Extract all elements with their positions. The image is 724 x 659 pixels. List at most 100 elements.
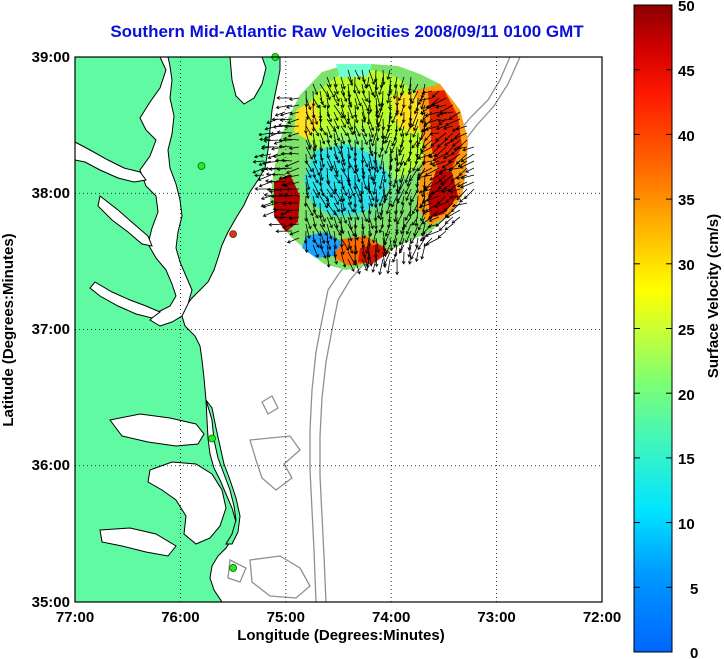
current-vector-arrow [289,111,300,116]
current-vector-arrow [436,125,447,131]
current-vector-arrow [274,111,286,117]
current-vector-arrow [449,195,461,199]
current-vector-arrow [372,181,377,196]
current-vector-arrow [352,76,357,94]
current-vector-arrow [456,188,468,201]
current-vector-arrow [378,146,384,158]
current-vector-arrow [403,153,412,166]
map-title: Southern Mid-Atlantic Raw Velocities 200… [110,22,584,41]
current-vector-arrow [437,139,447,148]
current-vector-arrow [347,181,356,197]
current-vector-arrow [287,132,300,138]
current-vector-arrow [411,202,419,215]
current-vector-arrow [278,174,293,180]
current-vector-arrow [401,251,406,265]
current-vector-arrow [347,153,352,170]
current-vector-arrow [371,132,377,147]
current-vector-arrow [354,167,361,183]
current-vector-arrow [439,174,454,185]
colorbar-tick: 25 [678,322,695,339]
current-vector-arrow [305,202,314,217]
current-vector-arrow [319,153,325,168]
current-vector-arrow [451,202,468,208]
current-vector-arrow [455,125,468,131]
current-vector-arrow [397,160,405,172]
x-axis-ticks: 77:00 76:00 75:00 74:00 73:00 72:00 [56,609,621,626]
current-vector-arrow [368,195,374,208]
current-vector-arrow [340,237,349,251]
current-vector-arrow [377,111,384,128]
current-vector-arrow [333,111,339,122]
current-vector-arrow [285,208,300,213]
current-vector-arrow [326,160,333,172]
neuse-river [99,527,177,557]
current-vector-arrow [423,118,440,126]
current-vector-arrow [452,125,461,132]
current-vector-arrow [333,139,342,155]
current-vector-arrow [263,193,279,197]
current-vector-arrow [305,167,312,179]
current-vector-arrow [305,174,311,191]
current-vector-arrow [453,146,468,151]
current-vector-arrow [311,118,316,132]
current-vector-arrow [428,216,440,222]
current-vector-arrow [326,111,332,123]
current-vector-arrow [278,144,293,149]
current-vector-arrow [392,251,398,263]
current-vector-arrow [305,216,312,230]
current-vector-arrow [425,195,440,202]
current-vector-arrow [340,223,345,235]
current-vector-arrow [353,153,358,169]
current-vector-arrow [392,174,398,189]
current-vector-arrow [340,244,345,256]
current-vector-arrow [379,209,384,221]
current-vector-arrow [391,195,398,208]
colorbar: 50 45 40 35 30 25 20 15 10 5 0 Surface V… [633,0,722,659]
current-vector-arrow [305,132,312,149]
current-vector-arrow [275,104,293,110]
current-vector-arrow [319,230,326,245]
current-vector-arrow [266,187,279,192]
y-tick-label: 38:00 [32,185,70,202]
current-vector-arrow [347,188,352,200]
current-vector-arrow [305,125,312,136]
current-vector-arrow [340,132,346,145]
current-vector-arrow [412,125,419,138]
current-vector-arrow [404,209,412,221]
current-vector-arrow [389,237,394,252]
current-vector-arrow [326,83,335,98]
current-vector-arrow [333,195,339,206]
current-vector-arrow [399,244,405,254]
current-vector-arrow [353,251,358,264]
current-vector-arrow [312,125,320,137]
current-vector-arrow [393,209,398,223]
current-vector-arrow [462,146,475,152]
current-vector-arrow [437,118,454,123]
current-vector-arrow [399,153,405,166]
current-vector-arrow [288,146,300,151]
radar-station-marker [229,230,238,239]
current-vector-arrow [319,132,326,145]
radar-station-marker [208,434,216,443]
current-vector-arrow [326,251,331,268]
current-vector-arrow [405,125,412,137]
current-vector-arrow [305,139,311,151]
current-vector-arrow [252,159,265,164]
current-vector-arrow [388,181,392,196]
current-vector-arrow [375,90,382,108]
current-vector-arrow [361,258,368,272]
current-vector-arrow [340,209,348,224]
current-vector-arrow [368,153,374,170]
york-james-river [89,281,161,319]
current-vector-arrow [254,173,265,178]
current-vector-arrow [460,153,475,162]
current-vector-arrow [450,174,461,182]
colorbar-tick: 50 [678,0,695,15]
current-vector-arrow [333,174,341,184]
current-vector-arrow [368,125,374,138]
current-vector-arrow [424,111,440,117]
current-vector-arrow [412,83,419,94]
current-vector-arrow [398,146,405,157]
current-vector-arrow [340,195,347,212]
current-vector-arrow [281,181,293,187]
